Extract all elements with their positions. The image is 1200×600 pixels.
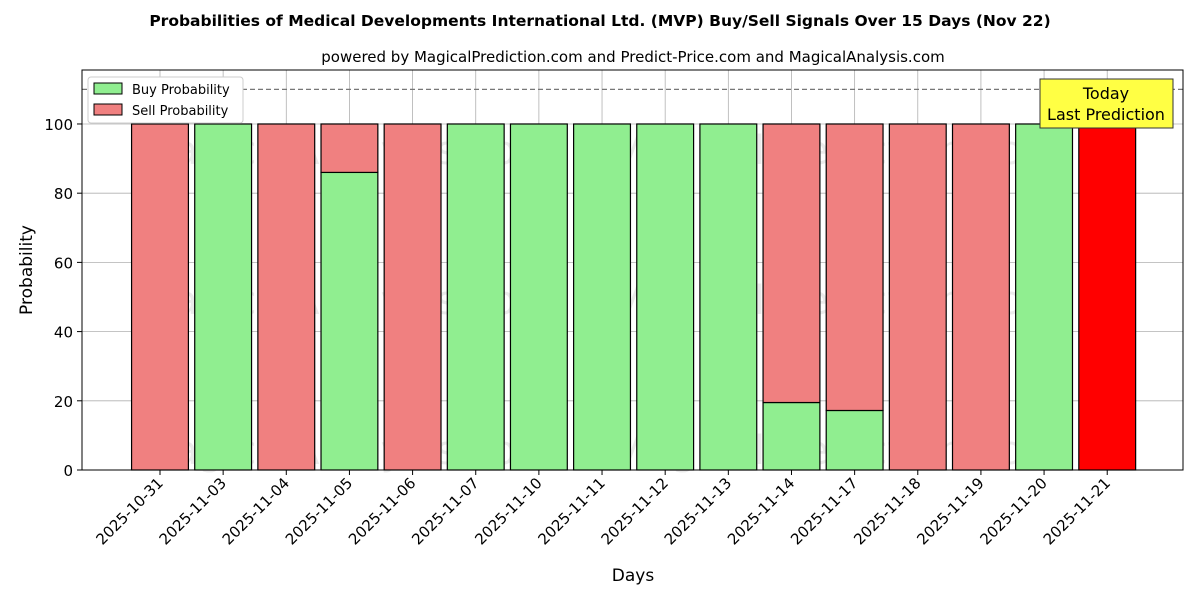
buy-bar [194, 123, 253, 471]
sell-bar [888, 123, 947, 471]
legend: Buy Probability Sell Probability [87, 76, 244, 124]
buy-bar [762, 401, 821, 471]
y-tick-label: 20 [54, 393, 73, 411]
x-tick-label: 2025-11-11 [534, 474, 608, 548]
x-axis-label: Days [612, 566, 655, 586]
annotation-line1: Today [1082, 84, 1129, 103]
buy-bar [825, 409, 884, 471]
y-axis-label: Probability [17, 225, 37, 315]
y-tick-label: 0 [63, 462, 73, 480]
x-tick-label: 2025-10-31 [92, 474, 166, 548]
chart-title: Probabilities of Medical Developments In… [149, 12, 1050, 30]
sell-bar [762, 123, 821, 404]
buy-bar [446, 123, 505, 471]
x-tick-label: 2025-11-21 [1040, 474, 1114, 548]
x-tick-label: 2025-11-07 [408, 474, 482, 548]
y-tick-label: 100 [44, 116, 73, 134]
legend-swatch-buy [93, 82, 123, 95]
sell-bar [1078, 123, 1137, 471]
y-tick-label: 40 [54, 324, 73, 342]
sell-bar [257, 123, 316, 471]
plot-frame [81, 69, 1184, 471]
buy-bar [573, 123, 632, 471]
sell-bar [383, 123, 442, 471]
x-tick-label: 2025-11-10 [471, 474, 545, 548]
chart-subtitle: powered by MagicalPrediction.com and Pre… [321, 48, 945, 66]
buy-bar [320, 171, 379, 471]
legend-swatch-sell [93, 103, 123, 116]
x-tick-label: 2025-11-20 [977, 474, 1051, 548]
x-tick-label: 2025-11-04 [219, 474, 293, 548]
y-tick-label: 80 [54, 185, 73, 203]
today-annotation: Today Last Prediction [1039, 78, 1174, 129]
x-tick-label: 2025-11-18 [850, 474, 924, 548]
x-tick-label: 2025-11-03 [156, 474, 230, 548]
x-tick-label: 2025-11-06 [345, 474, 419, 548]
sell-bar [320, 123, 379, 174]
buy-bar [699, 123, 758, 471]
x-tick-label: 2025-11-17 [787, 474, 861, 548]
x-tick-label: 2025-11-14 [724, 474, 798, 548]
x-tick-label: 2025-11-19 [913, 474, 987, 548]
x-tick-label: 2025-11-13 [661, 474, 735, 548]
x-tick-label: 2025-11-12 [598, 474, 672, 548]
annotation-line2: Last Prediction [1047, 105, 1165, 124]
buy-bar [1015, 123, 1074, 471]
sell-bar [951, 123, 1010, 471]
y-tick-label: 60 [54, 254, 73, 272]
sell-bar [825, 123, 884, 412]
x-tick-label: 2025-11-05 [282, 474, 356, 548]
legend-label-sell: Sell Probability [132, 104, 229, 119]
sell-bar [130, 123, 190, 471]
buy-bar [636, 123, 695, 471]
buy-bar [509, 123, 568, 471]
legend-label-buy: Buy Probability [132, 83, 230, 98]
